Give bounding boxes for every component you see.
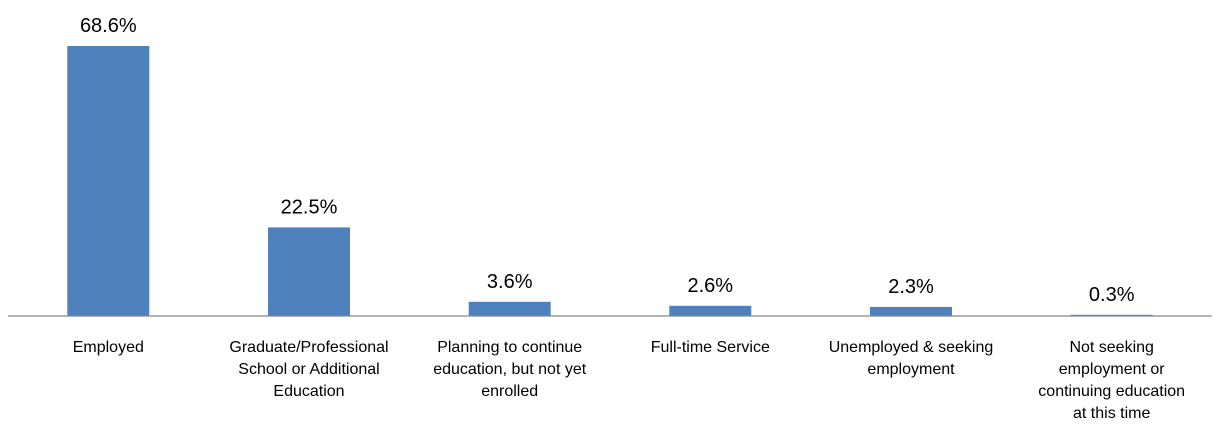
bars-group: [67, 46, 1153, 316]
category-label-line: employment or: [1059, 361, 1165, 378]
data-label-2: 3.6%: [487, 271, 533, 293]
category-label-2: Planning to continue education, but not y…: [433, 339, 587, 400]
bar-0: [67, 46, 150, 316]
category-label-3: Full-time Service: [651, 339, 770, 356]
category-label-line: Planning to continue: [437, 339, 582, 356]
bar-4: [870, 306, 952, 316]
data-label-3: 2.6%: [688, 275, 734, 297]
category-label-line: Employed: [73, 339, 144, 356]
data-label-1: 22.5%: [281, 196, 338, 218]
data-label-5: 0.3%: [1089, 284, 1135, 306]
category-label-line: Unemployed & seeking: [829, 339, 994, 356]
bar-3: [669, 305, 752, 316]
category-label-line: employment: [867, 361, 955, 378]
category-label-line: enrolled: [481, 383, 538, 400]
data-label-4: 2.3%: [888, 276, 934, 298]
bar-1: [268, 227, 350, 316]
category-label-line: Education: [273, 383, 344, 400]
category-label-5: Not seeking employment or continuing educa…: [1038, 339, 1185, 422]
category-label-line: Full-time Service: [651, 339, 770, 356]
bar-2: [468, 301, 551, 316]
category-label-line: continuing education: [1038, 383, 1185, 400]
category-label-4: Unemployed & seeking employment: [829, 339, 994, 378]
category-label-line: education, but not yet: [433, 361, 587, 378]
data-labels-group: 68.6% 22.5% 3.6% 2.6% 2.3% 0.3%: [80, 15, 1135, 306]
category-label-line: Not seeking: [1069, 339, 1154, 356]
category-label-line: Graduate/Professional: [229, 339, 388, 356]
category-label-0: Employed: [73, 339, 144, 356]
category-label-1: Graduate/Professional School or Additiona…: [229, 339, 388, 400]
category-labels-group: Employed Graduate/Professional School or A…: [73, 339, 1185, 422]
data-label-0: 68.6%: [80, 15, 137, 37]
category-label-line: at this time: [1073, 405, 1150, 422]
category-label-line: School or Additional: [238, 361, 379, 378]
